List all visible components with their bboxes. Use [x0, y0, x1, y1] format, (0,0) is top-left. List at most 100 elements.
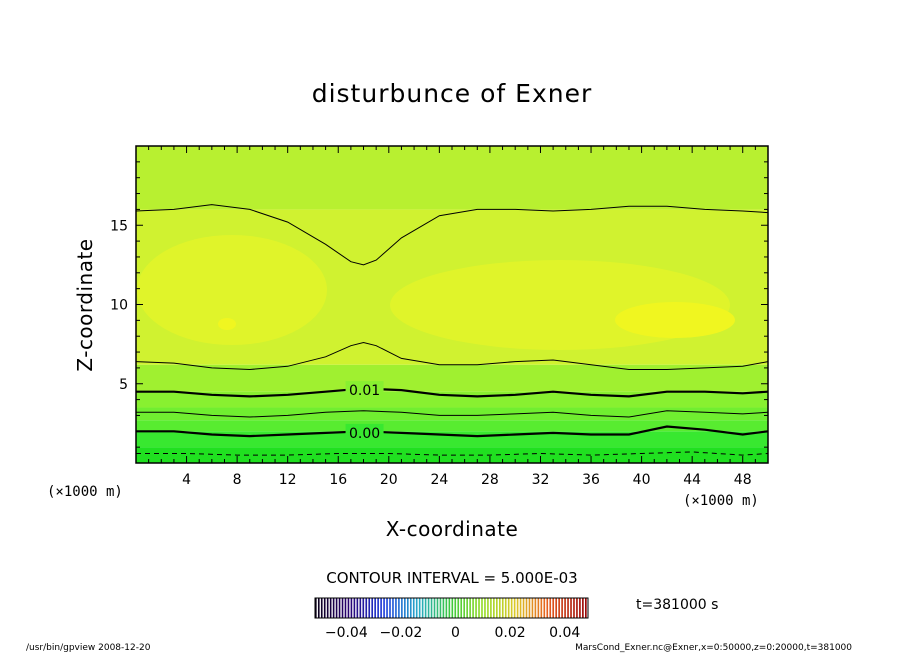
colorbar-stripe — [540, 598, 543, 618]
color-band-4 — [136, 391, 768, 408]
x-tick-label: 36 — [582, 472, 600, 488]
x-tick-label: 16 — [329, 472, 347, 488]
colorbar-stripe — [510, 598, 513, 618]
colorbar-stripe — [433, 598, 436, 618]
x-tick-label: 8 — [233, 472, 242, 488]
colorbar-stripe — [460, 598, 463, 618]
x-tick-label: 40 — [633, 472, 651, 488]
colorbar-stripe — [392, 598, 394, 618]
x-tick-label: 48 — [734, 472, 752, 488]
colorbar-stripe — [564, 598, 566, 618]
colorbar-stripe — [353, 598, 356, 618]
contour-line-1 — [136, 341, 768, 371]
x-tick-label: 20 — [380, 472, 398, 488]
color-band-1 — [136, 431, 768, 448]
x-tick-label: 4 — [182, 472, 191, 488]
max-core-left — [218, 318, 236, 330]
y-tick-label: 15 — [110, 218, 128, 234]
colorbar-tick-label: 0.04 — [549, 625, 580, 641]
colorbar-stripe — [528, 598, 531, 618]
colorbar-stripe — [501, 598, 504, 618]
contour-line-0 — [136, 204, 768, 266]
x-tick-label: 28 — [481, 472, 499, 488]
chart-title: disturbunce of Exner — [312, 79, 593, 108]
colorbar-stripe — [585, 598, 587, 618]
y-axis-label: Z-coordinate — [73, 238, 97, 371]
footer-left: /usr/bin/gpview 2008-12-20 — [26, 643, 151, 653]
colorbar-stripe — [427, 598, 430, 618]
colorbar-stripe — [415, 598, 418, 618]
colorbar-stripe — [478, 598, 480, 618]
colorbar-stripe — [570, 598, 572, 618]
colorbar-stripe — [404, 598, 406, 618]
colorbar-stripe — [475, 598, 477, 618]
colorbar-frame — [314, 597, 589, 619]
colorbar-stripe — [439, 598, 442, 618]
colorbar-stripe — [359, 598, 362, 618]
colorbar-stripe — [582, 598, 584, 618]
contour-label-bg-1 — [345, 423, 384, 440]
colorbar-stripe — [469, 598, 471, 618]
colorbar-stripe — [519, 598, 522, 618]
colorbar-stripe — [395, 598, 397, 618]
colorbar-stripe — [558, 598, 560, 618]
colorbar-stripe — [315, 598, 317, 618]
colorbar-stripe — [401, 598, 403, 618]
colorbar-stripe — [567, 598, 569, 618]
contour-line-3 — [136, 410, 768, 418]
colorbar-stripe — [332, 598, 335, 618]
colorbar-stripe — [498, 598, 501, 618]
colorbar-stripe — [317, 598, 320, 618]
colorbar-stripe — [365, 598, 368, 618]
contour-label-0: 0.01 — [349, 383, 380, 399]
colorbar-stripe — [377, 598, 379, 618]
colorbar-stripe — [368, 598, 371, 618]
colorbar-stripe — [546, 598, 549, 618]
colorbar-stripe — [454, 598, 457, 618]
colorbar-stripe — [389, 598, 391, 618]
colorbar-stripe — [338, 598, 341, 618]
colorbar-stripe — [561, 598, 563, 618]
colorbar-tick-label: −0.02 — [379, 625, 422, 641]
contour-label-bg-0 — [345, 381, 384, 398]
colorbar-stripe — [531, 598, 534, 618]
colorbar-stripe — [579, 598, 581, 618]
colorbar-stripe — [463, 598, 466, 618]
x-axis-unit-right: (×1000 m) — [683, 493, 759, 509]
colorbar-stripe — [513, 598, 516, 618]
colorbar-stripe — [424, 598, 427, 618]
colorbar-stripe — [386, 598, 388, 618]
colorbar-stripe — [549, 598, 552, 618]
colorbar-stripe — [543, 598, 546, 618]
colorbar-stripe — [534, 598, 537, 618]
color-band-7 — [136, 146, 768, 210]
colorbar-stripe — [448, 598, 451, 618]
colorbar-stripe — [493, 598, 495, 618]
x-tick-label: 12 — [279, 472, 297, 488]
colorbar-tick-label: 0 — [451, 625, 460, 641]
x-axis-label: X-coordinate — [386, 517, 519, 541]
y-tick-label: 10 — [110, 298, 128, 314]
colorbar-stripe — [457, 598, 460, 618]
colorbar-stripe — [525, 598, 528, 618]
colorbar-stripe — [344, 598, 347, 618]
colorbar-stripe — [573, 598, 575, 618]
max-regions — [137, 235, 735, 350]
x-axis-ticks: 4 8 12 16 20 24 28 32 36 40 44 48 — [135, 146, 769, 488]
x-tick-label: 32 — [532, 472, 550, 488]
contour-line-5 — [136, 451, 768, 456]
y-axis-ticks: 5 10 15 — [110, 145, 768, 464]
time-text: t=381000 s — [636, 597, 718, 613]
colorbar — [315, 598, 587, 618]
contour-label-1: 0.00 — [349, 426, 380, 442]
colorbar-tick-label: 0.02 — [495, 625, 526, 641]
colorbar-stripe — [374, 598, 376, 618]
colorbar-stripe — [326, 598, 329, 618]
max-region-left — [137, 235, 327, 345]
colorbar-tick-label: −0.04 — [325, 625, 368, 641]
colorbar-stripe — [481, 598, 483, 618]
x-axis-unit-left: (×1000 m) — [47, 484, 123, 500]
contour-labels: 0.01 0.00 — [345, 381, 384, 442]
colorbar-stripe — [412, 598, 415, 618]
